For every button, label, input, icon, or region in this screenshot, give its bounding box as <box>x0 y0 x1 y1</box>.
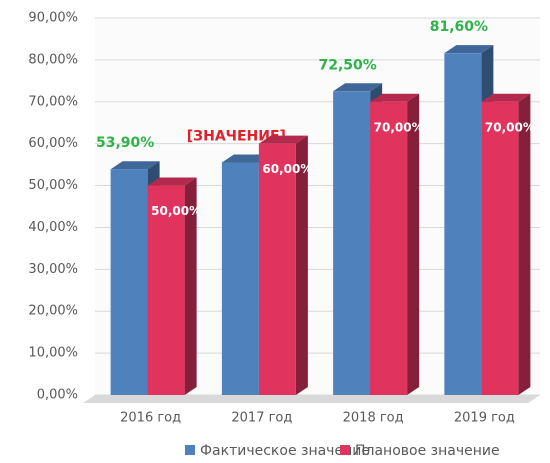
y-tick-label: 80,00% <box>28 52 78 67</box>
legend-swatch <box>185 445 195 455</box>
data-label: 72,50% <box>318 57 376 73</box>
x-tick-label: 2019 год <box>454 411 515 426</box>
y-tick-label: 30,00% <box>28 262 78 277</box>
data-label: 70,00% <box>485 120 535 134</box>
legend-label: Плановое значение <box>355 443 500 459</box>
bar <box>370 101 408 396</box>
bar-side <box>295 135 308 395</box>
bar-top <box>333 83 383 92</box>
bar-side <box>184 177 197 395</box>
bar-top <box>444 45 494 54</box>
bar-side <box>407 93 420 396</box>
bar <box>444 53 482 395</box>
bar <box>147 185 185 395</box>
y-tick-label: 10,00% <box>28 346 78 361</box>
legend-label: Фактическое значение <box>200 443 370 459</box>
bar-top <box>481 93 531 102</box>
data-label: [ЗНАЧЕНИЕ] <box>187 129 286 145</box>
floor <box>83 395 540 403</box>
y-tick-label: 50,00% <box>28 178 78 193</box>
bar-top <box>110 161 160 170</box>
y-tick-label: 0,00% <box>37 388 78 403</box>
data-label: 50,00% <box>151 204 201 218</box>
bar <box>221 162 259 395</box>
data-label: 70,00% <box>374 120 424 134</box>
x-tick-label: 2016 год <box>120 411 181 426</box>
bar-top <box>147 177 197 186</box>
y-tick-label: 90,00% <box>28 11 78 26</box>
bar <box>333 91 371 396</box>
bar-top <box>258 135 308 144</box>
bar <box>258 143 296 395</box>
y-tick-label: 70,00% <box>28 94 78 109</box>
x-tick-label: 2017 год <box>231 411 292 426</box>
y-tick-label: 20,00% <box>28 304 78 319</box>
data-label: 53,90% <box>96 135 154 151</box>
back-wall <box>95 18 540 395</box>
x-tick-label: 2018 год <box>343 411 404 426</box>
y-tick-label: 40,00% <box>28 220 78 235</box>
bar <box>481 101 519 396</box>
bar-top <box>370 93 420 102</box>
bar-side <box>518 93 531 396</box>
bar-top <box>221 154 271 163</box>
legend-swatch <box>340 445 350 455</box>
data-label: 81,60% <box>430 19 488 35</box>
bar <box>110 169 148 395</box>
y-tick-label: 60,00% <box>28 136 78 151</box>
data-label: 60,00% <box>262 162 312 176</box>
